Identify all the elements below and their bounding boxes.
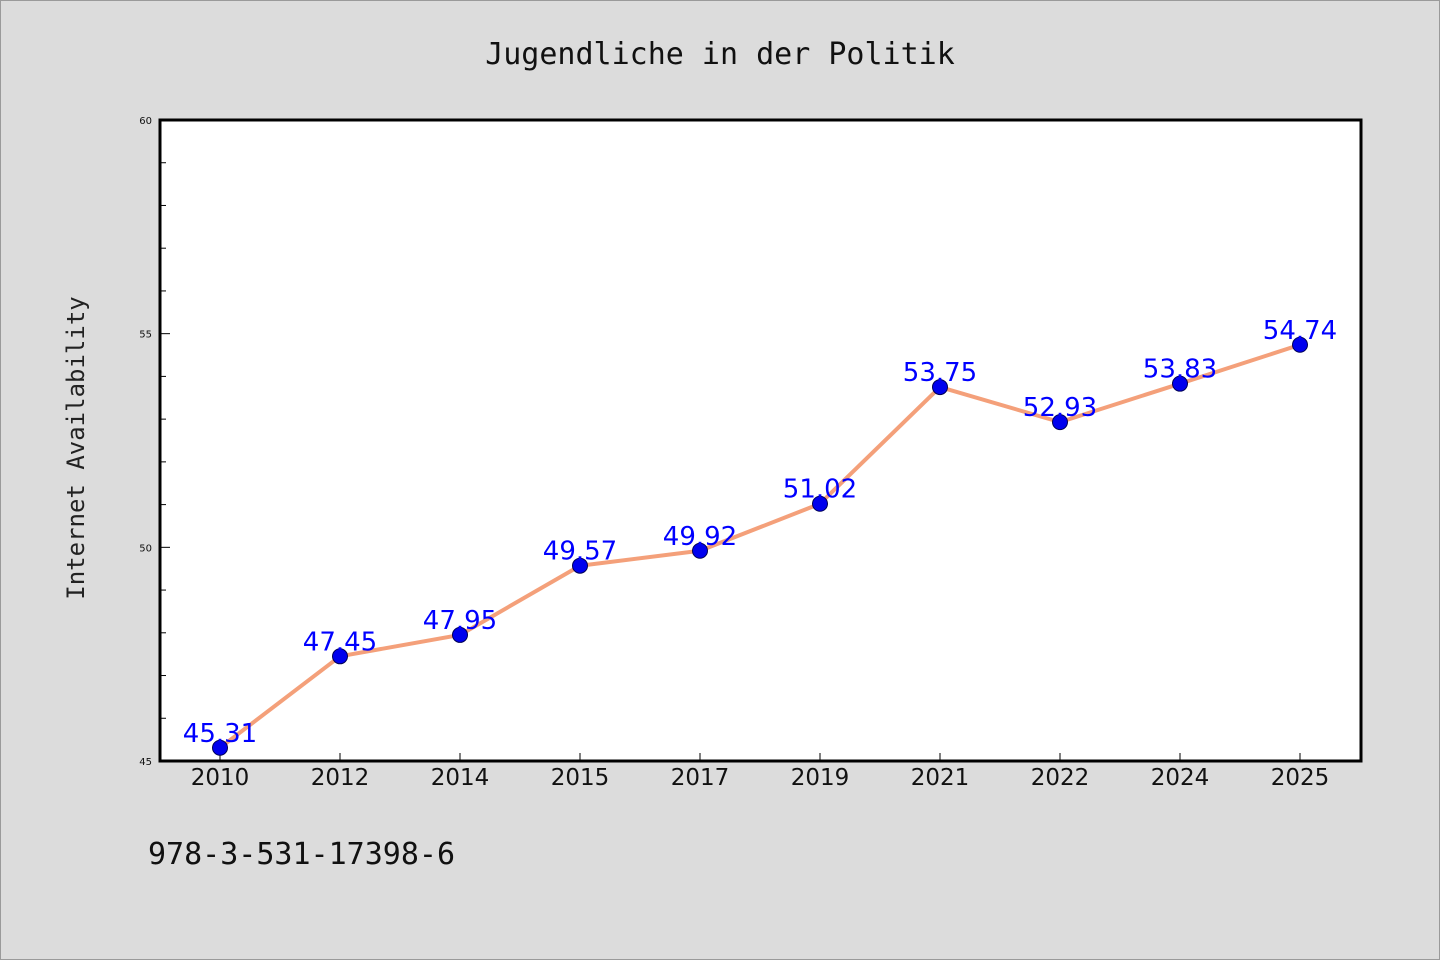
data-point (692, 542, 708, 559)
data-label: 47.95 (423, 606, 497, 636)
data-point (572, 557, 588, 574)
x-tick-label: 2017 (671, 765, 730, 791)
data-label: 49.92 (663, 522, 737, 552)
x-axis: 2010 2012 2014 2015 2017 2019 2021 2022 2024 2025 (191, 753, 1330, 791)
data-label: 47.45 (303, 627, 377, 657)
y-axis-label: Internet Availability (62, 296, 90, 599)
series-line (218, 342, 1301, 750)
plot-area (158, 118, 1363, 763)
data-point (452, 626, 468, 643)
data-point (212, 739, 228, 756)
data-label: 53.83 (1143, 355, 1217, 385)
data-label: 49.57 (543, 537, 617, 567)
x-tick-label: 2015 (551, 765, 610, 791)
data-point (1172, 375, 1188, 392)
y-tick-label: 55 (139, 330, 152, 341)
y-tick-label: 45 (139, 757, 152, 768)
data-label: 45.31 (183, 719, 257, 749)
data-point (1052, 414, 1068, 431)
x-tick-label: 2010 (191, 765, 250, 791)
data-point (332, 648, 348, 665)
chart-title: Jugendliche in der Politik (485, 37, 955, 72)
y-tick-label: 60 (139, 116, 152, 127)
data-label: 54.74 (1263, 316, 1337, 346)
x-tick-label: 2022 (1031, 765, 1090, 791)
x-tick-label: 2021 (911, 765, 970, 791)
data-label: 51.02 (783, 475, 857, 505)
data-point (1292, 336, 1308, 353)
x-tick-label: 2024 (1151, 765, 1210, 791)
data-label: 52.93 (1023, 393, 1097, 423)
data-point (812, 495, 828, 512)
isbn-text: 978-3-531-17398-6 (148, 837, 455, 872)
x-tick-label: 2019 (791, 765, 850, 791)
x-tick-label: 2014 (431, 765, 490, 791)
x-tick-label: 2012 (311, 765, 370, 791)
data-label: 53.75 (903, 358, 977, 388)
data-point (932, 379, 948, 396)
series-layer: 45.31 47.45 47.95 49.57 49.92 51.02 53.75 52.93… (183, 316, 1337, 756)
y-axis: 45 50 55 60 (139, 116, 170, 768)
y-tick-label: 50 (139, 543, 152, 554)
x-tick-label: 2025 (1271, 765, 1330, 791)
